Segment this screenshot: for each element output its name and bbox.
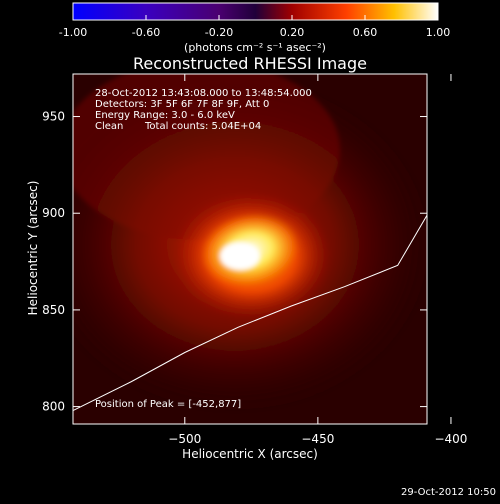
colorbar-tick-label: -0.20: [205, 26, 233, 39]
axis-ticks: −500 −450 −400 950 900 850 800: [42, 74, 467, 446]
chart-title: Reconstructed RHESSI Image: [133, 54, 367, 73]
heatmap-image: [73, 74, 427, 424]
colorbar-tick-label: 0.20: [280, 26, 305, 39]
colorbar-ticks: -1.00 -0.60 -0.20 0.20 0.60 1.00: [59, 15, 450, 39]
y-tick-label: 950: [42, 110, 65, 124]
y-tick-label: 900: [42, 206, 65, 220]
y-axis-label: Heliocentric Y (arcsec): [26, 181, 40, 316]
colorbar-tick-label: -1.00: [59, 26, 87, 39]
annotation-time: 28-Oct-2012 13:43:08.000 to 13:48:54.000: [95, 88, 312, 99]
y-tick-label: 800: [42, 400, 65, 414]
annotation-detectors: Detectors: 3F 5F 6F 7F 8F 9F, Att 0: [95, 99, 269, 110]
colorbar-tick-label: -0.60: [132, 26, 160, 39]
y-tick-label: 850: [42, 303, 65, 317]
x-tick-label: −450: [301, 432, 334, 446]
footer-date: 29-Oct-2012 10:50: [401, 487, 496, 498]
annotation-clean: Clean: [95, 121, 123, 132]
x-axis-label: Heliocentric X (arcsec): [182, 447, 318, 461]
annotation-energy: Energy Range: 3.0 - 6.0 keV: [95, 110, 235, 121]
x-tick-label: −400: [434, 432, 467, 446]
flare-kernel: [220, 242, 260, 270]
colorbar-unit-label: (photons cm⁻² s⁻¹ asec⁻²): [184, 41, 326, 54]
x-tick-label: −500: [168, 432, 201, 446]
colorbar-tick-label: 1.00: [426, 26, 451, 39]
colorbar-gradient: [72, 2, 439, 21]
annotation-peak-position: Position of Peak = [-452,877]: [95, 399, 241, 410]
colorbar-tick-label: 0.60: [353, 26, 378, 39]
solar-limb-curve: [73, 214, 427, 411]
annotation-counts: Total counts: 5.04E+04: [144, 121, 261, 132]
plot-frame: [72, 73, 428, 425]
